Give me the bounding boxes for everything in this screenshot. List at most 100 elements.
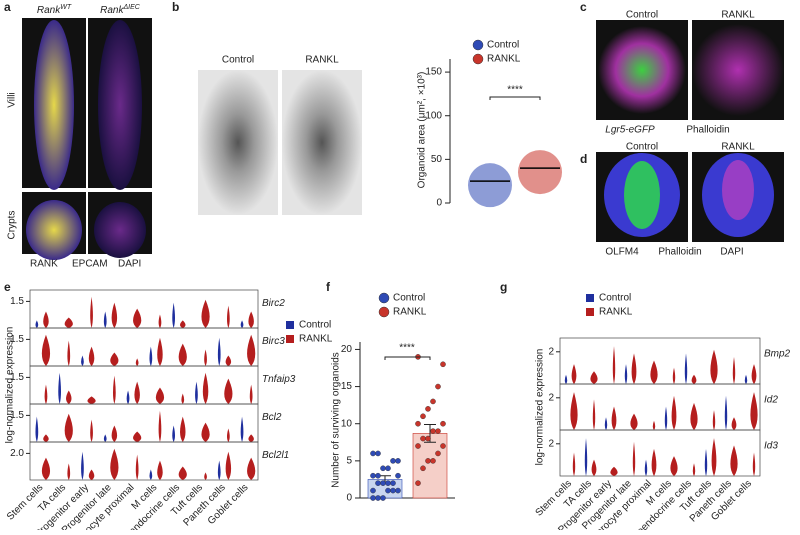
point <box>420 413 426 420</box>
violin <box>240 320 244 328</box>
violin <box>110 352 119 366</box>
column-label: RankWT <box>37 4 72 16</box>
superscript: ΔIEC <box>122 4 140 11</box>
row-frame <box>559 429 761 477</box>
violin <box>201 422 210 442</box>
y-tick-label: 1.5 <box>10 410 24 421</box>
violin <box>202 372 209 404</box>
stain-label: Lgr5-eGFP <box>605 125 655 136</box>
violin <box>43 311 49 328</box>
violin <box>704 448 708 476</box>
row-label: Crypts <box>7 211 18 240</box>
violin <box>178 466 187 480</box>
violin <box>178 343 187 366</box>
legend-swatch <box>378 292 390 304</box>
gene: Rank <box>37 5 61 16</box>
violin <box>35 320 39 328</box>
violin <box>158 314 162 328</box>
violin <box>247 457 256 480</box>
violin <box>204 349 207 366</box>
violin <box>88 346 95 366</box>
violin <box>752 452 756 476</box>
y-tick-label: 2 <box>548 438 554 449</box>
violin <box>58 372 62 404</box>
violin <box>157 337 163 366</box>
violin <box>172 302 176 328</box>
violin <box>135 358 139 366</box>
violin <box>652 420 656 430</box>
image-label: RANKL <box>721 10 755 21</box>
violin <box>64 413 73 442</box>
row-frame <box>559 337 761 385</box>
legend-label: RANKL <box>487 54 521 65</box>
point <box>430 458 436 464</box>
legend-label: RANKL <box>599 307 633 318</box>
violin <box>225 355 232 366</box>
violin <box>692 463 696 476</box>
y-tick-label: 2.0 <box>10 448 24 459</box>
y-tick-label: 2 <box>548 346 554 357</box>
gene-label: Id3 <box>764 441 778 452</box>
point <box>375 472 381 479</box>
row-frame <box>29 403 259 443</box>
y-tick-label: 1.5 <box>10 372 24 383</box>
violin <box>180 320 186 328</box>
violin <box>217 460 221 480</box>
violin <box>671 395 677 430</box>
point <box>415 480 421 486</box>
point <box>380 465 386 472</box>
legend-swatch <box>472 53 484 65</box>
violin <box>90 296 93 328</box>
violin <box>149 346 153 366</box>
violin <box>732 356 736 384</box>
y-tick-label: 150 <box>425 67 442 78</box>
violin <box>43 434 49 442</box>
violin <box>612 346 616 384</box>
image-label: Control <box>626 10 658 21</box>
violin <box>571 364 577 384</box>
superscript: WT <box>60 4 72 11</box>
stain-label: Phalloidin <box>686 125 729 136</box>
point <box>425 406 431 412</box>
dot-cloud <box>468 163 512 208</box>
point <box>430 428 436 434</box>
violin <box>710 349 718 384</box>
violin <box>81 451 84 480</box>
point <box>375 450 381 457</box>
violin <box>690 402 698 430</box>
point <box>440 361 446 368</box>
violin <box>651 448 657 476</box>
violin <box>157 460 163 480</box>
violin <box>248 311 254 328</box>
stain-label: DAPI <box>720 247 743 258</box>
violin <box>217 337 221 366</box>
y-tick-label: 100 <box>425 110 442 121</box>
violin <box>111 425 118 442</box>
violin <box>155 387 165 404</box>
point <box>370 450 376 457</box>
violin <box>112 375 116 404</box>
point <box>395 458 401 464</box>
violin <box>181 393 185 404</box>
point <box>395 472 401 479</box>
violin <box>249 384 253 404</box>
y-tick-label: 2 <box>548 392 554 403</box>
gene-label: Birc2 <box>262 298 285 309</box>
image-label: RANKL <box>721 142 755 153</box>
violin <box>180 416 186 442</box>
legend-label: Control <box>599 293 631 304</box>
violin <box>133 308 142 328</box>
violin <box>87 396 96 404</box>
legend-label: Control <box>487 40 519 51</box>
violin <box>691 374 697 384</box>
violin <box>711 438 717 476</box>
dot-cloud <box>518 150 562 195</box>
violin <box>744 374 748 384</box>
violin <box>730 445 738 476</box>
gene-label: Bcl2 <box>262 412 282 423</box>
gene: Rank <box>100 5 124 16</box>
bracket <box>384 356 431 360</box>
row-frame <box>29 327 259 367</box>
violin <box>88 469 95 480</box>
point <box>440 420 446 427</box>
